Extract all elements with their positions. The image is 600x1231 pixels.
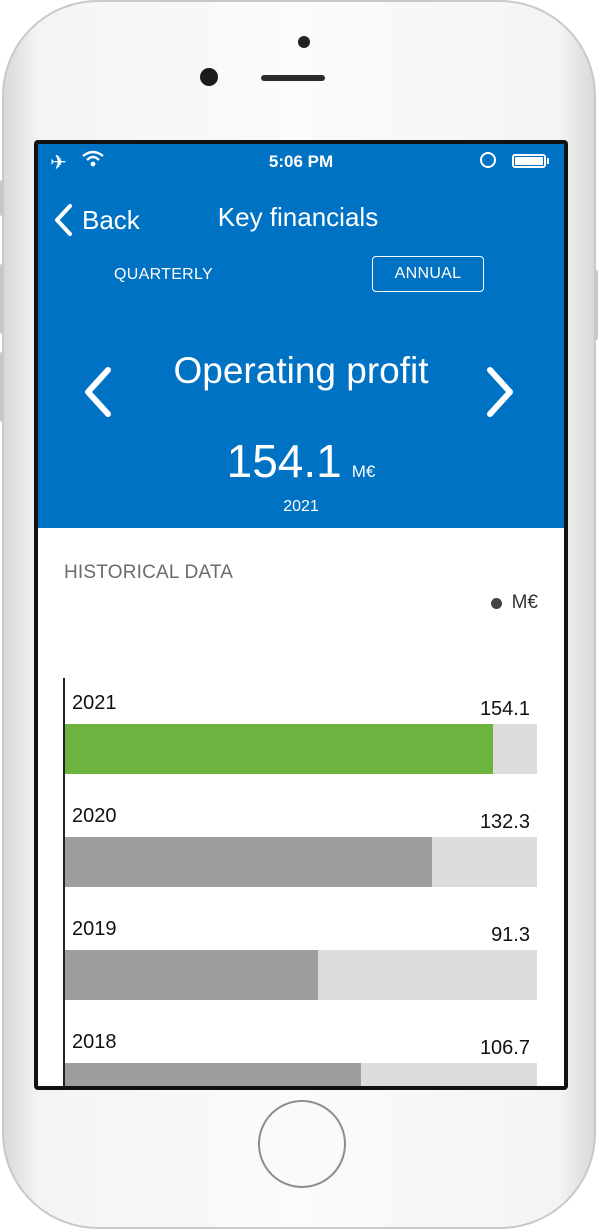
historical-data-title: HISTORICAL DATA [64, 562, 234, 583]
battery-tip [547, 158, 549, 164]
front-camera [200, 68, 218, 86]
app-display: ✈ 5:06 PM Back Key financials QUARTERLY [38, 144, 564, 1086]
back-button[interactable]: Back [52, 202, 140, 238]
volume-down-button [0, 352, 4, 422]
bar-row-2018: 2018 106.7 [64, 1029, 538, 1086]
bar-value-label: 154.1 [479, 698, 530, 720]
historical-bar-chart: 2021 154.1 2020 132.3 2019 91.3 2018 106.7 [38, 678, 564, 1086]
bar-row-2020: 2020 132.3 [64, 803, 538, 907]
bar-row-2021: 2021 154.1 [64, 690, 538, 794]
chart-legend: M€ [490, 592, 538, 614]
status-time: 5:06 PM [268, 152, 334, 171]
bar-value-label: 106.7 [479, 1037, 530, 1059]
battery-icon [512, 154, 546, 168]
tab-annual[interactable]: ANNUAL [372, 256, 484, 292]
home-button[interactable] [258, 1100, 346, 1188]
bar-track [65, 1063, 537, 1086]
bar-category-label: 2019 [72, 918, 117, 940]
proximity-sensor [298, 36, 310, 48]
bar-2021[interactable] [65, 724, 493, 774]
screen: ✈ 5:06 PM Back Key financials QUARTERLY [34, 140, 568, 1090]
airplane-icon: ✈ [50, 152, 67, 174]
status-bar: ✈ 5:06 PM [38, 144, 564, 180]
legend-label: M€ [511, 592, 538, 613]
next-metric-button[interactable] [480, 364, 520, 420]
page-title: Key financials [217, 202, 379, 232]
metric-year: 2021 [283, 498, 319, 515]
bar-track [65, 724, 537, 774]
wifi-icon [82, 150, 104, 167]
tab-quarterly[interactable]: QUARTERLY [114, 266, 214, 283]
rotation-lock-icon [480, 152, 496, 168]
bar-2019[interactable] [65, 950, 318, 1000]
legend-dot-icon [490, 597, 502, 609]
bar-value-label: 132.3 [479, 811, 530, 833]
bar-2020[interactable] [65, 837, 432, 887]
chart-axis [63, 678, 65, 1086]
metric-value-row: 154.1 M€ [38, 434, 564, 488]
chevron-left-icon [55, 204, 72, 236]
volume-up-button [0, 264, 4, 334]
bar-track [65, 950, 537, 1000]
bar-2018[interactable] [65, 1063, 361, 1086]
previous-metric-button[interactable] [78, 364, 118, 420]
metric-name: Operating profit [173, 350, 429, 391]
metric-value: 154.1 [226, 435, 342, 487]
bar-row-2019: 2019 91.3 [64, 916, 538, 1020]
mute-switch [0, 180, 4, 216]
power-button [594, 270, 598, 340]
back-label: Back [82, 204, 140, 235]
bar-category-label: 2020 [72, 805, 117, 827]
bar-category-label: 2018 [72, 1031, 117, 1053]
bar-track [65, 837, 537, 887]
header: ✈ 5:06 PM Back Key financials QUARTERLY [38, 144, 564, 528]
bar-category-label: 2021 [72, 692, 117, 714]
earpiece-speaker [261, 75, 325, 81]
bar-value-label: 91.3 [491, 924, 530, 946]
metric-unit: M€ [351, 462, 376, 481]
